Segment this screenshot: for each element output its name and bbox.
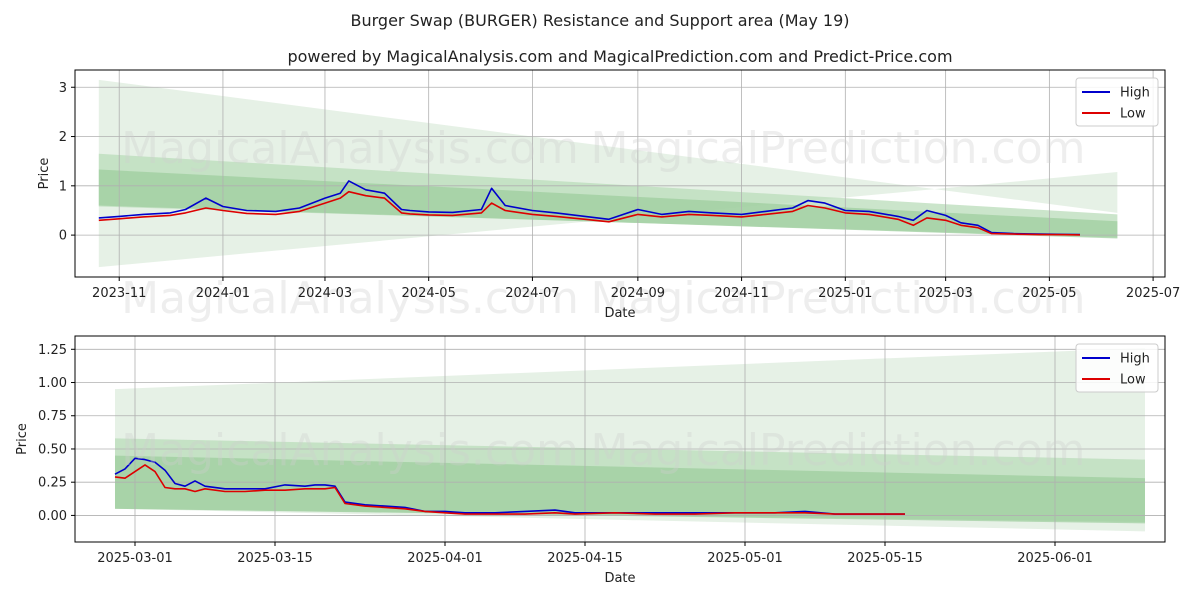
x-tick-label: 2025-03 [918, 286, 972, 301]
x-tick-label: 2025-06-01 [1017, 551, 1093, 566]
x-tick-label: 2024-11 [714, 286, 768, 301]
chart-subtitle: powered by MagicalAnalysis.com and Magic… [287, 47, 952, 66]
x-tick-label: 2025-04-15 [547, 551, 623, 566]
y-tick-label: 1.25 [38, 343, 67, 358]
legend: High Low [1075, 343, 1159, 393]
x-tick-label: 2025-05 [1022, 286, 1076, 301]
series-line-high [98, 180, 1081, 236]
y-tick-label: 2 [59, 130, 67, 145]
x-tick-label: 2024-03 [298, 286, 352, 301]
support-resistance-band [98, 79, 1118, 268]
y-tick-label: 3 [59, 81, 67, 96]
y-tick-label: 0.50 [38, 442, 67, 457]
x-tick-label: 2025-01 [818, 286, 872, 301]
legend-label-high: High [1120, 352, 1150, 367]
x-axis-label: Date [604, 306, 635, 321]
top-chart-panel: MagicalAnalysis.com MagicalPrediction.com… [37, 69, 1180, 324]
x-tick-label: 2024-05 [402, 286, 456, 301]
watermark-text: MagicalAnalysis.com [121, 425, 579, 476]
x-tick-label: 2025-03-15 [237, 551, 313, 566]
watermark-text: MagicalPrediction.com [591, 123, 1086, 174]
y-axis-label: Price [15, 423, 30, 455]
series-line-low [114, 464, 905, 515]
legend-label-low: Low [1120, 373, 1146, 388]
legend-label-high: High [1120, 86, 1150, 101]
plot-content [75, 336, 1165, 542]
x-tick-label: 2025-03-01 [97, 551, 173, 566]
x-axis-label: Date [604, 571, 635, 586]
y-axis-label: Price [37, 158, 52, 190]
y-tick-label: 0.75 [38, 409, 67, 424]
bottom-chart-panel: MagicalAnalysis.com MagicalPrediction.com… [15, 335, 1166, 586]
x-tick-label: 2024-07 [505, 286, 559, 301]
x-tick-label: 2024-09 [611, 286, 665, 301]
x-tick-label: 2025-04-01 [407, 551, 483, 566]
watermark-text: MagicalAnalysis.com [121, 273, 579, 324]
x-tick-label: 2024-01 [196, 286, 250, 301]
x-tick-label: 2023-11 [92, 286, 146, 301]
legend: High Low [1075, 77, 1159, 127]
y-tick-label: 1.00 [38, 376, 67, 391]
y-tick-label: 0.25 [38, 476, 67, 491]
x-tick-label: 2025-05-15 [847, 551, 923, 566]
support-resistance-band [98, 169, 1118, 239]
x-tick-label: 2025-05-01 [707, 551, 783, 566]
watermark-text: MagicalAnalysis.com [121, 123, 579, 174]
plot-frame [74, 335, 1166, 543]
legend-label-low: Low [1120, 107, 1146, 122]
plot-content [75, 70, 1165, 277]
y-tick-label: 0 [59, 229, 67, 244]
plot-frame [74, 69, 1166, 278]
y-tick-label: 0.00 [38, 509, 67, 524]
watermark-text: MagicalPrediction.com [591, 425, 1086, 476]
series-line-low [98, 190, 1081, 236]
x-tick-label: 2025-07 [1126, 286, 1180, 301]
y-tick-label: 1 [59, 179, 67, 194]
chart-title: Burger Swap (BURGER) Resistance and Supp… [351, 11, 850, 30]
watermark-text: MagicalPrediction.com [591, 273, 1086, 324]
